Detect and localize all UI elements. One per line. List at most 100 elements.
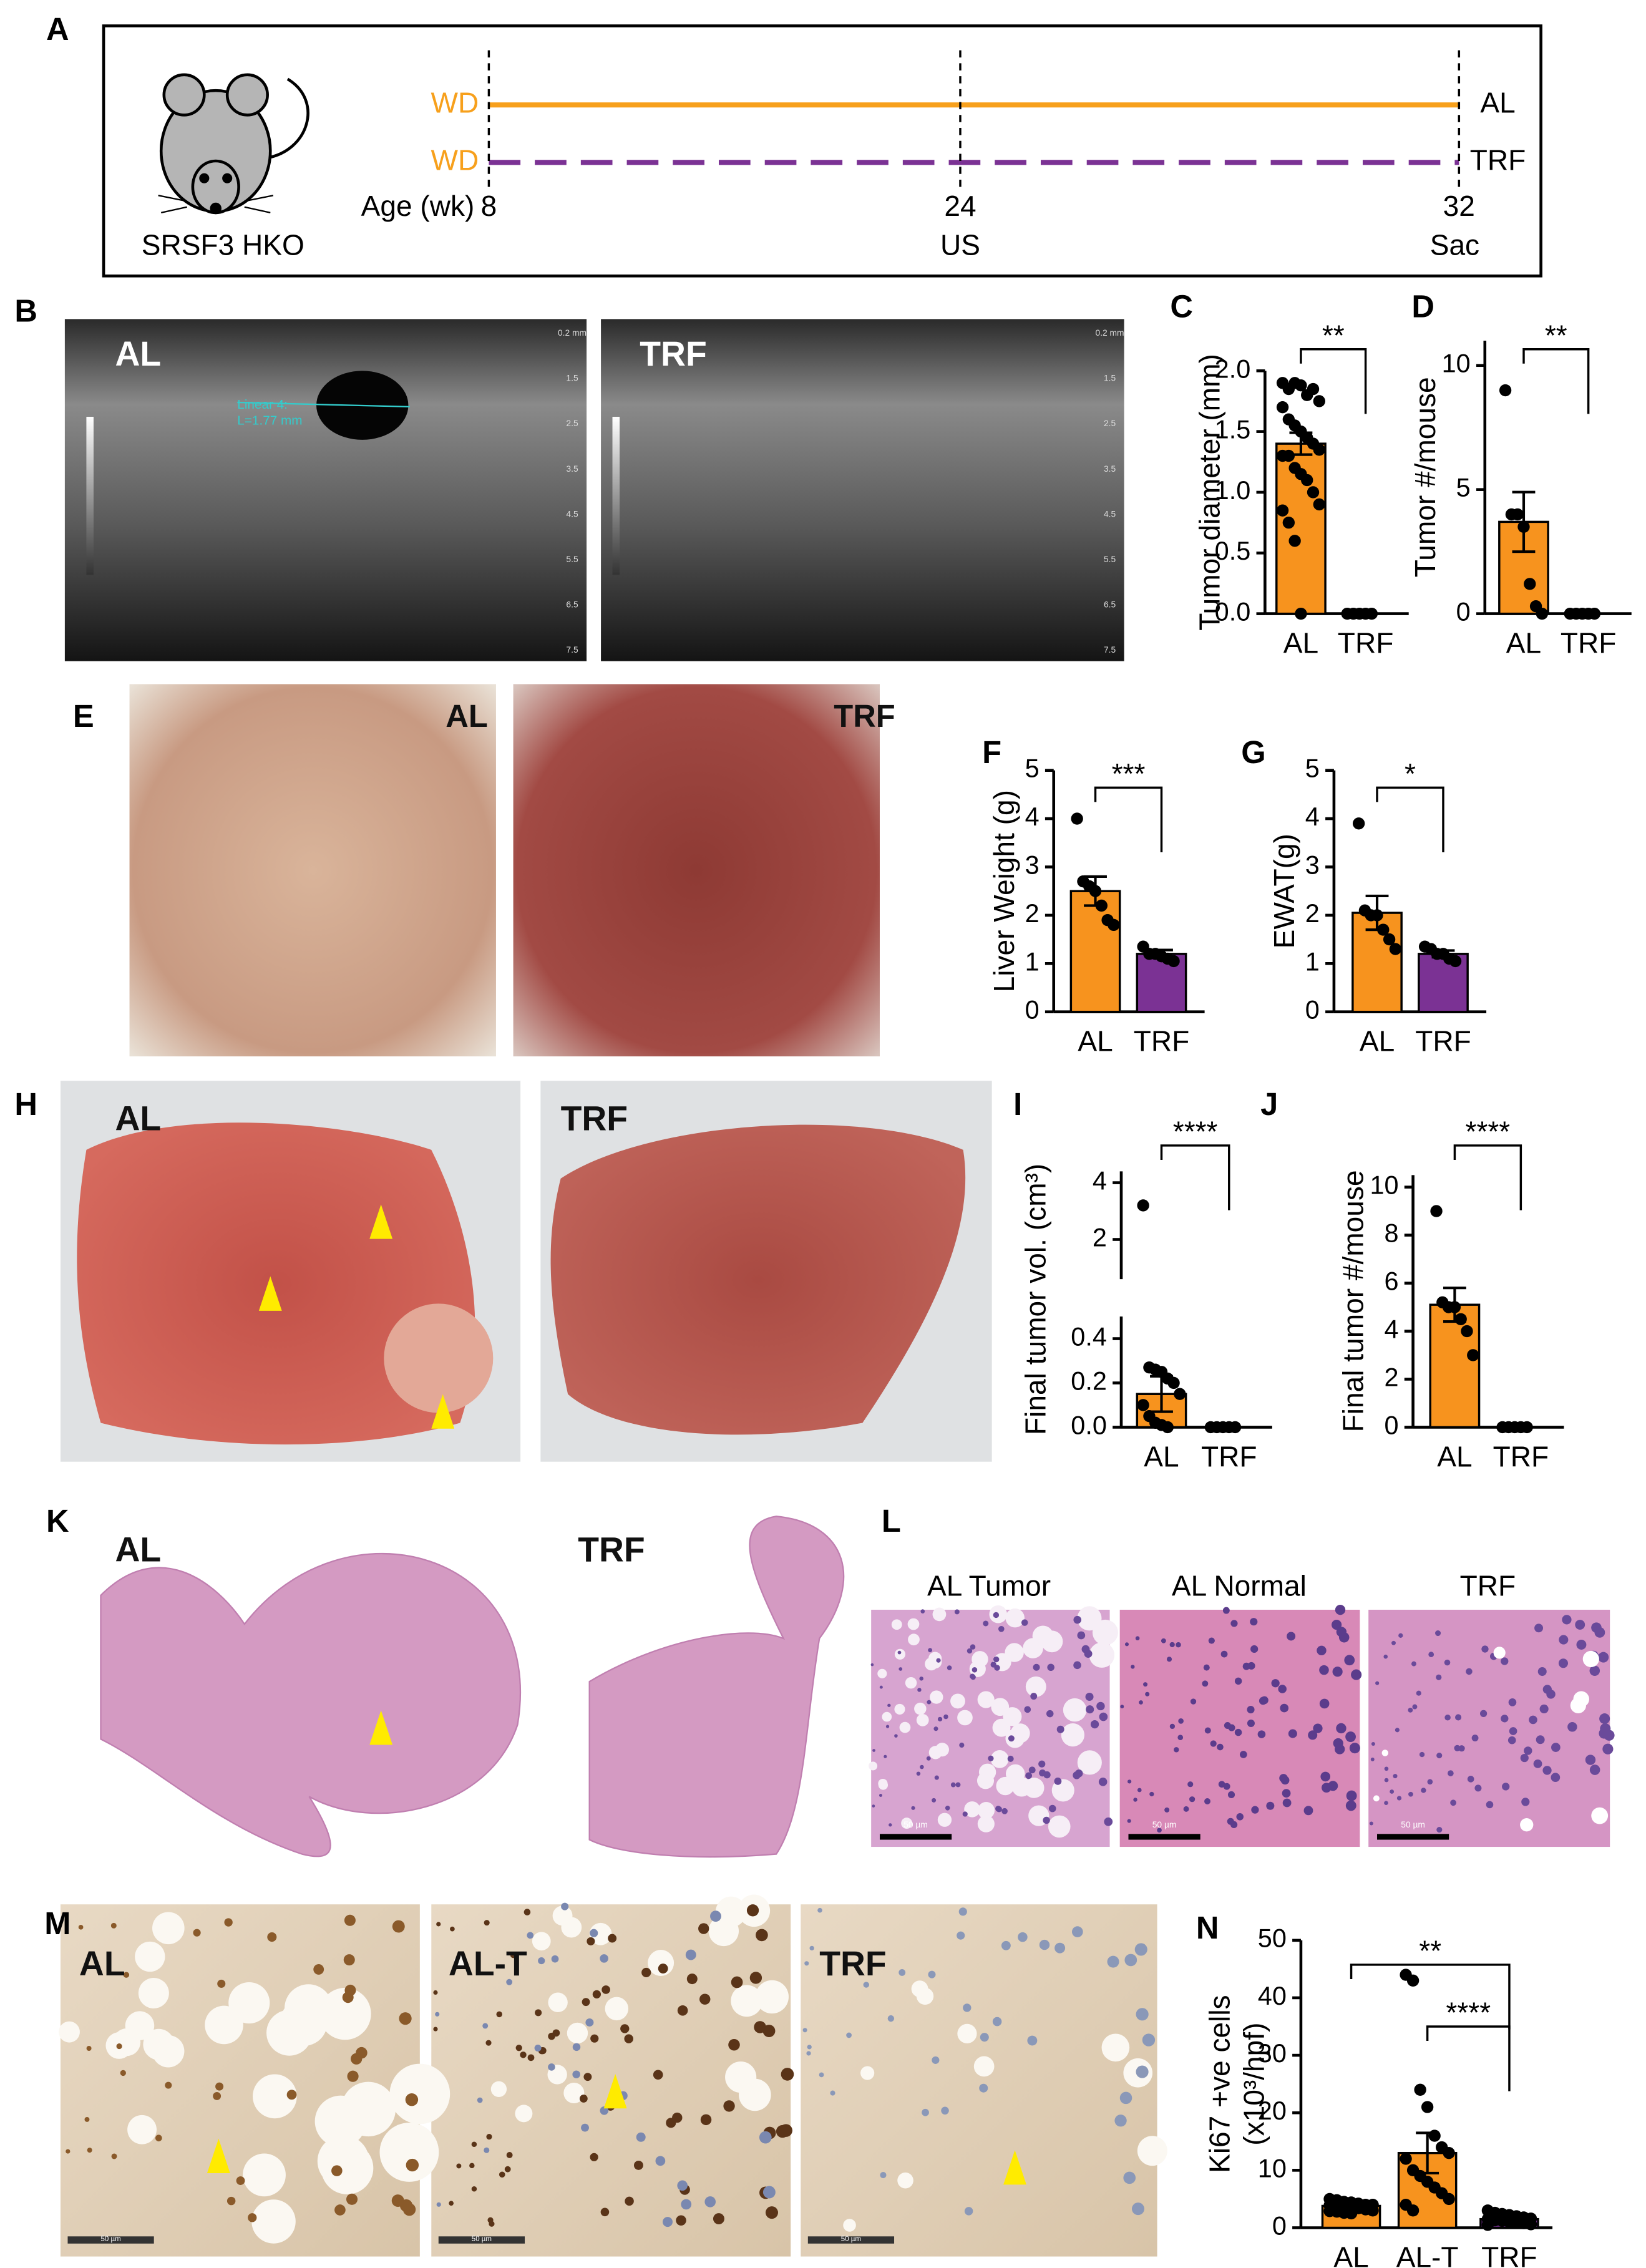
texture-dot (1104, 1817, 1113, 1826)
texture-dot (1396, 1796, 1402, 1801)
texture-dot (1220, 1650, 1228, 1658)
data-point (1588, 607, 1601, 620)
texture-dot (1021, 1619, 1028, 1626)
texture-dot (681, 2199, 692, 2210)
texture-dot (830, 2090, 835, 2096)
y-tick-label: 10 (1442, 349, 1471, 378)
image-label: AL (115, 1099, 162, 1137)
texture-dot (1390, 1789, 1395, 1794)
texture-dot (624, 2034, 633, 2043)
depth-tick: 3.5 (566, 464, 578, 474)
depth-tick: 5.5 (566, 554, 578, 564)
texture-dot (1585, 1755, 1596, 1765)
texture-dot (78, 1924, 84, 1930)
panel-label: B (14, 293, 37, 329)
data-point (1448, 1301, 1461, 1313)
texture-dot (331, 2165, 343, 2176)
texture-dot (538, 1957, 545, 1965)
texture-dot (1562, 1615, 1572, 1625)
y-tick-label: 2 (1025, 898, 1040, 928)
texture-dot (1282, 1789, 1291, 1798)
texture-dot (731, 1985, 763, 2017)
texture-dot (809, 1945, 814, 1951)
texture-dot (1481, 1645, 1489, 1653)
diet-label: WD (431, 86, 479, 119)
texture-dot (1204, 1727, 1211, 1734)
mouse-icon (158, 73, 309, 215)
texture-dot (563, 2082, 585, 2104)
texture-dot (482, 2023, 489, 2029)
arrowhead (369, 1710, 393, 1745)
y-tick-label: 0 (1025, 995, 1040, 1024)
texture-dot (1474, 1784, 1482, 1792)
texture-dot (321, 2142, 374, 2194)
texture-dot (728, 2038, 740, 2051)
texture-dot (846, 2032, 852, 2038)
texture-dot (1081, 1645, 1090, 1653)
texture-dot (1408, 1791, 1413, 1797)
texture-dot (980, 2033, 989, 2042)
texture-dot (1369, 1821, 1373, 1826)
texture-dot (1559, 1635, 1569, 1645)
texture-dot (1010, 1723, 1030, 1743)
texture-dot (1582, 1650, 1599, 1668)
texture-dot (677, 2005, 688, 2016)
texture-dot (267, 1932, 277, 1942)
texture-dot (1247, 1706, 1255, 1714)
texture-dot (1508, 1698, 1517, 1706)
texture-dot (344, 1914, 356, 1926)
texture-dot (620, 2024, 630, 2033)
texture-dot (1137, 2136, 1167, 2166)
texture-dot (1393, 1774, 1398, 1779)
y-axis-label: EWAT(g) (1268, 834, 1300, 948)
y-tick-label: 4 (1093, 1166, 1107, 1195)
y-axis-label: Liver Weight (g) (988, 790, 1020, 992)
texture-dot (236, 2176, 245, 2185)
texture-dot (243, 2153, 286, 2197)
texture-dot (880, 2171, 887, 2179)
texture-dot (1089, 1642, 1115, 1668)
texture-dot (138, 1977, 169, 2008)
texture-dot (1234, 1677, 1242, 1685)
texture-dot (1600, 1723, 1611, 1735)
y-tick-label: 1.0 (1215, 475, 1251, 505)
data-point (1383, 933, 1396, 946)
texture-dot (957, 1931, 965, 1940)
texture-dot (402, 2203, 416, 2216)
texture-dot (1047, 1663, 1054, 1672)
texture-dot (1383, 1654, 1388, 1659)
texture-dot (506, 1978, 513, 1985)
texture-dot (1123, 2171, 1136, 2184)
texture-dot (1077, 1631, 1086, 1640)
texture-dot (583, 2073, 592, 2081)
scale-label: 50 µm (903, 1819, 928, 1829)
data-point (1481, 2219, 1494, 2231)
texture-dot (1567, 1722, 1577, 1732)
y-tick-label: 0 (1456, 597, 1471, 626)
tissue-section (100, 1552, 522, 1857)
texture-dot (1027, 2035, 1038, 2046)
texture-dot (1333, 1738, 1343, 1749)
scale-label: 50 µm (1152, 1819, 1177, 1829)
significance-bracket (1094, 786, 1163, 853)
texture-dot (224, 1918, 233, 1927)
texture-dot (405, 2093, 419, 2106)
texture-dot (677, 2180, 688, 2191)
texture-dot (919, 1677, 923, 1681)
texture-dot (1136, 2008, 1149, 2021)
texture-dot (572, 2043, 581, 2051)
texture-dot (1384, 1766, 1389, 1771)
texture-dot (713, 2213, 724, 2225)
texture-dot (959, 1742, 965, 1748)
data-point (1295, 607, 1307, 620)
y-tick-label: 40 (1258, 1981, 1287, 2010)
texture-dot (1384, 1778, 1389, 1783)
texture-dot (807, 2045, 812, 2050)
texture-dot (1127, 1779, 1132, 1784)
texture-dot (1242, 1662, 1250, 1670)
texture-dot (996, 1806, 1002, 1813)
texture-dot (1287, 1632, 1296, 1641)
texture-dot (1320, 1771, 1331, 1782)
scale-label: 50 µm (472, 2236, 492, 2243)
